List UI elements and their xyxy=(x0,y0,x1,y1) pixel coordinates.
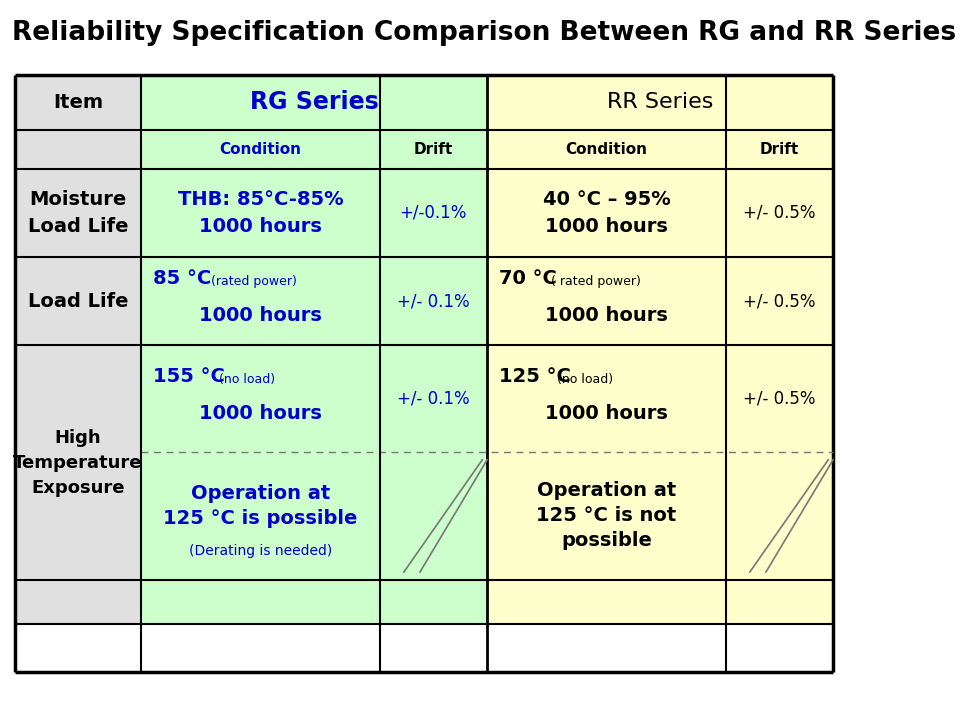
Text: 1000 hours: 1000 hours xyxy=(545,306,668,325)
Bar xyxy=(487,168,726,257)
Bar xyxy=(141,75,487,130)
Bar xyxy=(379,130,487,168)
Text: 1000 hours: 1000 hours xyxy=(199,306,322,325)
Text: 40 °C – 95%
1000 hours: 40 °C – 95% 1000 hours xyxy=(542,190,670,235)
Text: (no load): (no load) xyxy=(557,372,613,386)
Text: ( rated power): ( rated power) xyxy=(551,275,641,288)
Text: THB: 85°C-85%
1000 hours: THB: 85°C-85% 1000 hours xyxy=(178,190,344,235)
Bar xyxy=(726,168,833,257)
Text: Load Life: Load Life xyxy=(28,292,129,311)
Bar xyxy=(15,75,141,130)
Text: +/-0.1%: +/-0.1% xyxy=(399,204,468,222)
Bar xyxy=(15,346,141,624)
Text: +/- 0.5%: +/- 0.5% xyxy=(743,390,816,408)
Text: Drift: Drift xyxy=(759,142,799,157)
Text: Item: Item xyxy=(53,93,103,112)
Text: +/- 0.1%: +/- 0.1% xyxy=(397,390,469,408)
Bar xyxy=(726,257,833,346)
Text: RG Series: RG Series xyxy=(250,91,378,114)
Text: +/- 0.1%: +/- 0.1% xyxy=(397,292,469,310)
Text: Operation at
125 °C is not
possible: Operation at 125 °C is not possible xyxy=(537,482,677,550)
Text: 1000 hours: 1000 hours xyxy=(545,404,668,423)
Text: 125 °C: 125 °C xyxy=(499,366,571,386)
Text: RR Series: RR Series xyxy=(607,92,713,112)
Text: Operation at
125 °C is possible: Operation at 125 °C is possible xyxy=(163,484,358,528)
Text: High
Temperature
Exposure: High Temperature Exposure xyxy=(13,428,143,497)
Text: (rated power): (rated power) xyxy=(211,275,297,288)
Bar xyxy=(379,451,487,580)
Text: +/- 0.5%: +/- 0.5% xyxy=(743,292,816,310)
Bar xyxy=(15,130,141,168)
Bar xyxy=(379,346,487,451)
Bar xyxy=(487,451,726,580)
Text: Condition: Condition xyxy=(220,142,301,157)
Bar xyxy=(15,257,141,346)
Text: Reliability Specification Comparison Between RG and RR Series: Reliability Specification Comparison Bet… xyxy=(12,20,956,46)
Bar xyxy=(379,257,487,346)
Bar xyxy=(141,346,379,451)
Text: 70 °C: 70 °C xyxy=(499,269,557,288)
Bar xyxy=(726,130,833,168)
Bar xyxy=(141,168,379,257)
Bar xyxy=(487,75,833,130)
Bar xyxy=(15,168,141,257)
Bar xyxy=(379,580,487,624)
Bar xyxy=(141,130,379,168)
Bar xyxy=(141,257,379,346)
Text: (no load): (no load) xyxy=(219,372,276,386)
Text: 85 °C: 85 °C xyxy=(154,269,211,288)
Text: 155 °C: 155 °C xyxy=(154,366,225,386)
Text: +/- 0.5%: +/- 0.5% xyxy=(743,204,816,222)
Text: Drift: Drift xyxy=(414,142,453,157)
Bar xyxy=(487,580,726,624)
Text: Moisture
Load Life: Moisture Load Life xyxy=(28,190,129,235)
Bar xyxy=(487,130,726,168)
Text: Condition: Condition xyxy=(565,142,647,157)
Bar xyxy=(141,580,379,624)
Bar xyxy=(487,346,726,451)
Bar xyxy=(487,257,726,346)
Bar xyxy=(141,451,379,580)
Bar xyxy=(726,580,833,624)
Bar xyxy=(726,451,833,580)
Bar xyxy=(379,168,487,257)
Bar xyxy=(726,346,833,451)
Text: 1000 hours: 1000 hours xyxy=(199,404,322,423)
Text: (Derating is needed): (Derating is needed) xyxy=(189,544,332,558)
